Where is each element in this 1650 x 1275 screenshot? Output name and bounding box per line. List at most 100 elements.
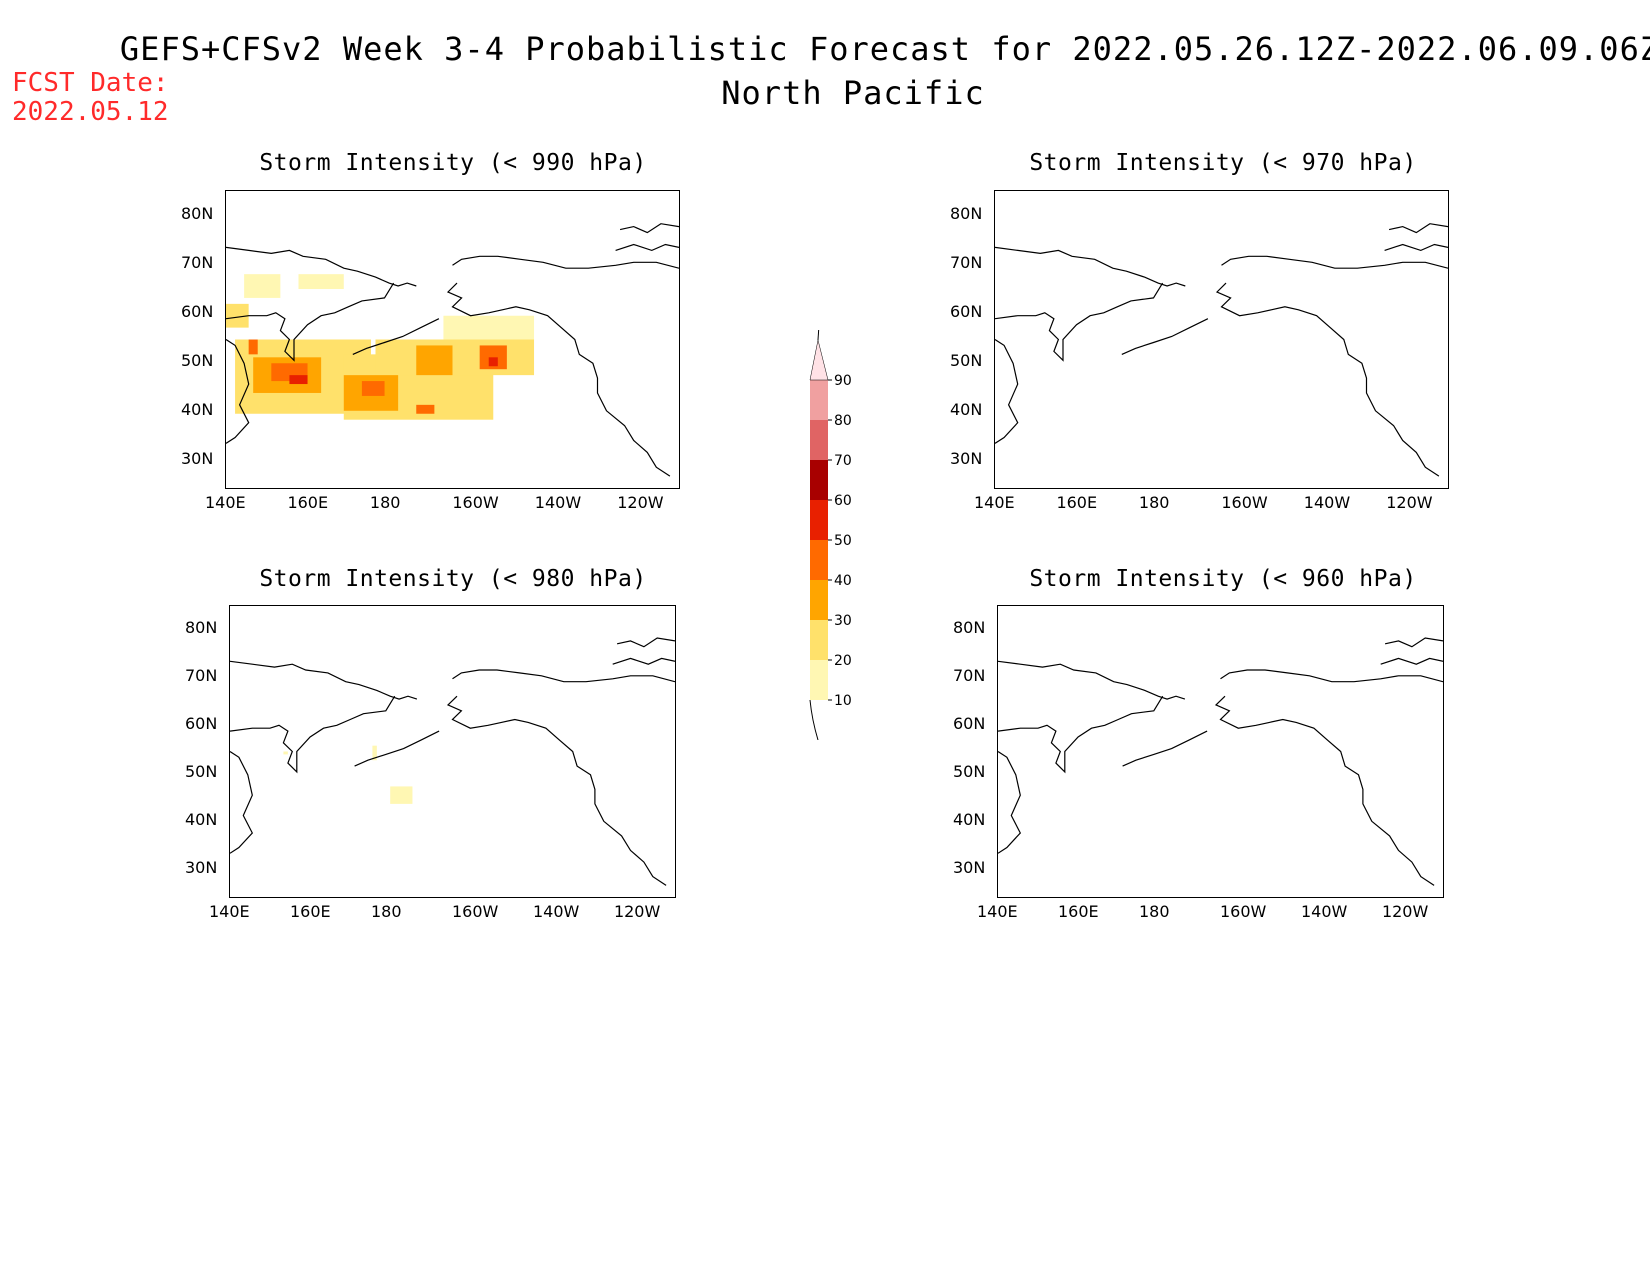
coastline xyxy=(1380,657,1443,665)
latitude-tick-label: 30N xyxy=(950,448,983,468)
longitude-tick-label: 180 xyxy=(1138,493,1170,512)
longitude-tick-label: 120W xyxy=(613,902,661,921)
map-panel-980 xyxy=(229,605,676,898)
colorbar-tail xyxy=(817,330,820,341)
longitude-tick-label: 160W xyxy=(1219,902,1267,921)
latitude-tick-label: 30N xyxy=(181,448,214,468)
longitude-tick-label: 120W xyxy=(617,493,664,512)
coastline xyxy=(1215,282,1440,477)
latitude-tick-label: 70N xyxy=(950,252,983,272)
probability-cell xyxy=(488,357,498,367)
latitude-tick-label: 60N xyxy=(953,714,986,734)
coastline xyxy=(998,750,1022,854)
coastline xyxy=(1384,637,1443,648)
coastline xyxy=(995,338,1019,444)
probability-cell xyxy=(226,303,249,328)
latitude-tick-label: 40N xyxy=(953,810,986,830)
colorbar-segment xyxy=(810,660,828,700)
longitude-tick-label: 160E xyxy=(1057,902,1099,921)
panel-title-980: Storm Intensity (< 980 hPa) xyxy=(259,566,647,592)
coastline xyxy=(230,750,254,854)
probability-cell xyxy=(416,345,453,376)
longitude-tick-label: 140W xyxy=(1300,902,1348,921)
longitude-tick-label: 180 xyxy=(370,902,402,921)
probability-cell xyxy=(298,274,344,290)
colorbar-level-label: 50 xyxy=(834,533,852,549)
latitude-tick-label: 60N xyxy=(950,301,983,321)
map-canvas xyxy=(230,637,675,886)
latitude-tick-label: 40N xyxy=(185,810,218,830)
colorbar-segment xyxy=(810,620,828,660)
map-panel-960 xyxy=(997,605,1444,898)
latitude-tick-label: 60N xyxy=(181,301,214,321)
latitude-tick-label: 50N xyxy=(181,350,214,370)
longitude-tick-label: 160W xyxy=(452,493,499,512)
probability-cell xyxy=(283,751,288,755)
colorbar-level-label: 30 xyxy=(834,613,852,629)
colorbar-segment xyxy=(810,460,828,500)
latitude-tick-label: 60N xyxy=(185,714,218,734)
coastline xyxy=(998,695,1164,774)
coastline xyxy=(1388,223,1448,234)
colorbar-tail xyxy=(809,699,819,740)
coastline xyxy=(1220,669,1443,683)
colorbar-level-label: 60 xyxy=(834,493,852,509)
longitude-tick-label: 140W xyxy=(534,493,582,512)
longitude-tick-label: 140W xyxy=(532,902,580,921)
map-canvas xyxy=(226,223,679,477)
forecast-date-value: 2022.05.12 xyxy=(12,97,169,127)
latitude-tick-label: 50N xyxy=(953,762,986,782)
probability-cell xyxy=(416,404,435,414)
coastline xyxy=(226,338,250,444)
latitude-tick-label: 80N xyxy=(953,618,986,638)
coastline xyxy=(1214,695,1435,886)
colorbar-segment xyxy=(810,580,828,620)
colorbar-segment xyxy=(810,380,828,420)
panel-title-960: Storm Intensity (< 960 hPa) xyxy=(1029,566,1417,592)
longitude-tick-label: 180 xyxy=(369,493,401,512)
longitude-tick-label: 140E xyxy=(974,493,1015,512)
probability-cell xyxy=(390,786,413,804)
longitude-tick-label: 140W xyxy=(1303,493,1351,512)
coastline xyxy=(615,243,679,252)
coastline xyxy=(230,695,396,774)
coastline xyxy=(1121,318,1209,355)
colorbar-segment xyxy=(809,339,829,381)
panel-title-970: Storm Intensity (< 970 hPa) xyxy=(1029,150,1417,176)
coastline xyxy=(226,246,417,287)
region-subtitle: North Pacific xyxy=(721,74,985,112)
latitude-tick-label: 50N xyxy=(185,762,218,782)
probability-cell xyxy=(289,375,308,385)
map-canvas xyxy=(995,223,1448,477)
latitude-tick-label: 80N xyxy=(950,203,983,223)
coastline xyxy=(995,246,1186,287)
latitude-tick-label: 80N xyxy=(181,203,214,223)
colorbar-segment xyxy=(810,540,828,580)
latitude-tick-label: 40N xyxy=(950,399,983,419)
coastline xyxy=(452,669,675,683)
longitude-tick-label: 160E xyxy=(1056,493,1098,512)
map-panel-990 xyxy=(225,190,680,489)
coastline xyxy=(446,695,667,886)
coastline xyxy=(354,730,440,767)
latitude-tick-label: 30N xyxy=(185,858,218,878)
colorbar-segment xyxy=(810,420,828,460)
latitude-tick-label: 80N xyxy=(185,618,218,638)
colorbar-level-label: 20 xyxy=(834,653,852,669)
longitude-tick-label: 140E xyxy=(205,493,246,512)
latitude-tick-label: 70N xyxy=(181,252,214,272)
coastline xyxy=(226,282,395,362)
colorbar-level-label: 40 xyxy=(834,573,852,589)
latitude-tick-label: 30N xyxy=(953,858,986,878)
latitude-tick-label: 70N xyxy=(185,666,218,686)
longitude-tick-label: 180 xyxy=(1138,902,1170,921)
probability-cell xyxy=(443,315,535,340)
latitude-tick-label: 50N xyxy=(950,350,983,370)
coastline xyxy=(619,223,679,234)
longitude-tick-label: 140E xyxy=(209,902,250,921)
probability-cell xyxy=(372,745,377,761)
panel-title-990: Storm Intensity (< 990 hPa) xyxy=(259,150,647,176)
coastline xyxy=(1384,243,1448,252)
map-canvas xyxy=(998,637,1443,886)
coastline xyxy=(452,255,679,269)
